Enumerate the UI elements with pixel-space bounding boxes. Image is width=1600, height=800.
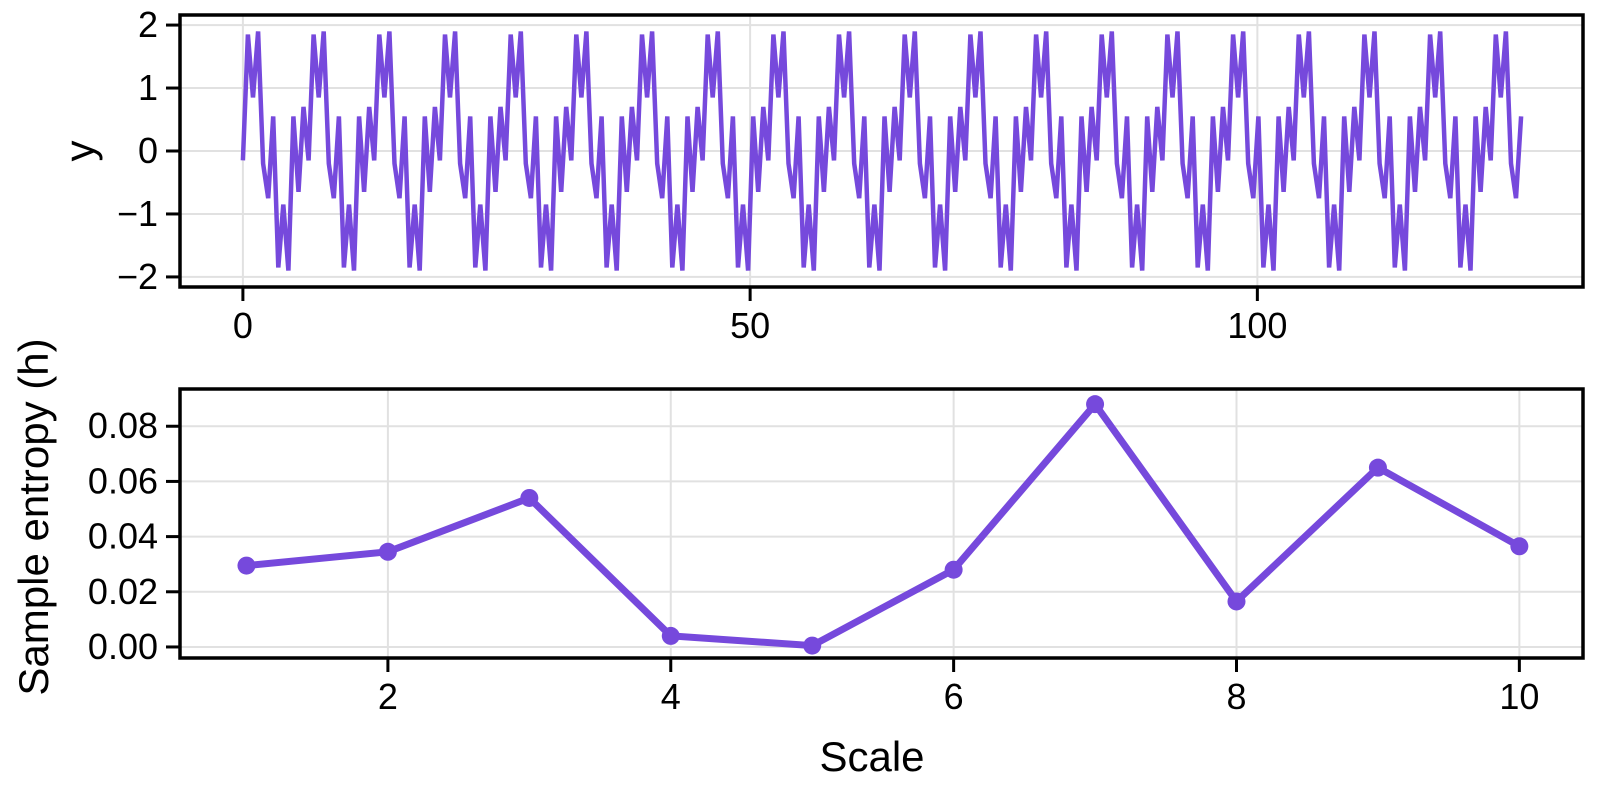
mse-x-tick-label: 4 (661, 676, 681, 717)
entropy-y-axis-label: Sample entropy (h) (10, 338, 57, 696)
mse-data-point-marker (1368, 458, 1387, 477)
mse-data-point-marker (1227, 592, 1246, 611)
mse-frame (178, 387, 1585, 660)
mse-y-tick-label: 0.04 (88, 516, 158, 557)
mse-x-tick-label: 10 (1499, 676, 1539, 717)
signal-x-tick-label: 100 (1227, 305, 1287, 346)
mse-y-tick-label: 0.00 (88, 626, 158, 667)
signal-y-tick-label: 0 (138, 130, 158, 171)
signal-frame (178, 13, 1585, 289)
mse-data-point-marker (944, 560, 963, 579)
mse-data-point-marker (661, 626, 680, 645)
mse-data-point-marker (378, 542, 397, 561)
signal-x-tick-label: 0 (233, 305, 253, 346)
mse-data-point-marker (803, 636, 822, 655)
mse-data-point-marker (520, 488, 539, 507)
signal-y-axis-label: y (56, 140, 103, 162)
signal-y-tick-label: 2 (138, 4, 158, 45)
mse-y-tick-label: 0.02 (88, 571, 158, 612)
mse-data-point-marker (1086, 395, 1105, 414)
mse-x-tick-label: 2 (378, 676, 398, 717)
mse-y-tick-label: 0.08 (88, 405, 158, 446)
signal-y-tick-label: −2 (117, 256, 158, 297)
mse-line (246, 398, 1522, 650)
signal-x-tick-label: 50 (730, 305, 770, 346)
mse-data-point-marker (237, 556, 256, 575)
signal-y-tick-label: −1 (117, 193, 158, 234)
entropy-x-axis-label: Scale (819, 733, 925, 780)
signal-line (240, 31, 1524, 271)
signal-y-tick-label: 1 (138, 67, 158, 108)
mse-x-tick-label: 8 (1226, 676, 1246, 717)
mse-y-tick-label: 0.06 (88, 460, 158, 501)
mse-x-tick-label: 6 (944, 676, 964, 717)
mse-data-point-marker (1510, 537, 1529, 556)
